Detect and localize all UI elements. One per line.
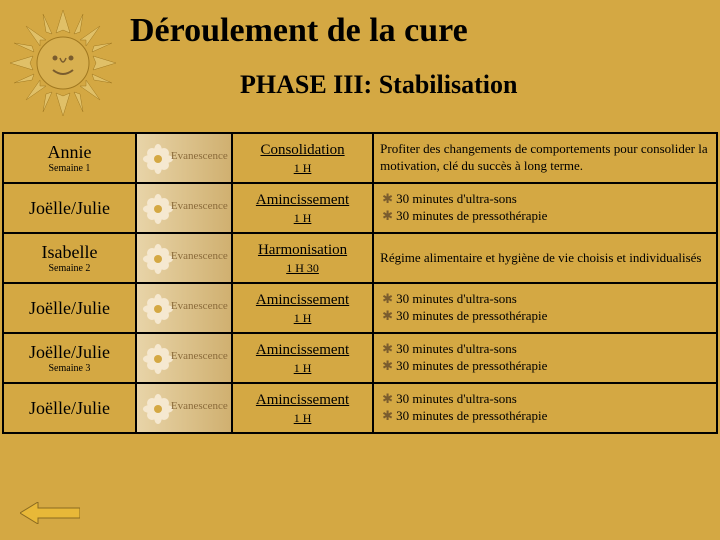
person-cell: IsabelleSemaine 2 <box>3 233 136 283</box>
session-type-cell: Amincissement 1 H <box>232 183 373 233</box>
table-row: Joëlle/Julie Evanescence Amincissement 1 … <box>3 283 717 333</box>
person-name: Isabelle <box>10 242 129 263</box>
brand-logo: Evanescence <box>137 234 231 282</box>
description-cell: Régime alimentaire et hygiène de vie cho… <box>373 233 717 283</box>
logo-cell: Evanescence <box>136 233 232 283</box>
week-label: Semaine 1 <box>10 163 129 174</box>
session-type: Amincissement <box>256 392 349 408</box>
person-name: Joëlle/Julie <box>10 298 129 319</box>
description-cell: ✱30 minutes d'ultra-sons✱30 minutes de p… <box>373 383 717 433</box>
session-type-cell: Amincissement 1 H <box>232 383 373 433</box>
brand-logo: Evanescence <box>137 184 231 232</box>
description-cell: ✱30 minutes d'ultra-sons✱30 minutes de p… <box>373 333 717 383</box>
session-type: Amincissement <box>256 292 349 308</box>
session-type-cell: Amincissement 1 H <box>232 283 373 333</box>
session-duration: 1 H <box>239 361 366 376</box>
bullet-item: ✱30 minutes de pressothérapie <box>380 308 710 325</box>
session-duration: 1 H 30 <box>239 261 366 276</box>
session-type-cell: Amincissement 1 H <box>232 333 373 383</box>
table-row: Joëlle/Julie Evanescence Amincissement 1 … <box>3 383 717 433</box>
star-icon: ✱ <box>382 391 393 406</box>
person-cell: AnnieSemaine 1 <box>3 133 136 183</box>
bullet-item: ✱30 minutes de pressothérapie <box>380 358 710 375</box>
session-type-cell: Consolidation 1 H <box>232 133 373 183</box>
session-type: Amincissement <box>256 192 349 208</box>
logo-cell: Evanescence <box>136 333 232 383</box>
description-text: Profiter des changements de comportement… <box>380 141 707 173</box>
person-name: Joëlle/Julie <box>10 342 129 363</box>
bullet-item: ✱30 minutes d'ultra-sons <box>380 341 710 358</box>
star-icon: ✱ <box>382 191 393 206</box>
schedule-table: AnnieSemaine 1 Evanescence Consolidation… <box>2 132 718 434</box>
bullet-item: ✱30 minutes de pressothérapie <box>380 408 710 425</box>
star-icon: ✱ <box>382 341 393 356</box>
session-duration: 1 H <box>239 211 366 226</box>
person-name: Joëlle/Julie <box>10 198 129 219</box>
table-row: AnnieSemaine 1 Evanescence Consolidation… <box>3 133 717 183</box>
bullet-item: ✱30 minutes d'ultra-sons <box>380 391 710 408</box>
sun-decoration <box>8 8 118 118</box>
logo-cell: Evanescence <box>136 283 232 333</box>
person-cell: Joëlle/Julie <box>3 183 136 233</box>
bullet-item: ✱30 minutes d'ultra-sons <box>380 291 710 308</box>
star-icon: ✱ <box>382 358 393 373</box>
back-arrow[interactable] <box>20 502 80 524</box>
person-cell: Joëlle/JulieSemaine 3 <box>3 333 136 383</box>
star-icon: ✱ <box>382 291 393 306</box>
logo-cell: Evanescence <box>136 133 232 183</box>
week-label: Semaine 2 <box>10 263 129 274</box>
session-type-cell: Harmonisation 1 H 30 <box>232 233 373 283</box>
table-row: Joëlle/JulieSemaine 3 Evanescence Aminci… <box>3 333 717 383</box>
week-label: Semaine 3 <box>10 363 129 374</box>
brand-logo: Evanescence <box>137 334 231 382</box>
star-icon: ✱ <box>382 308 393 323</box>
description-cell: ✱30 minutes d'ultra-sons✱30 minutes de p… <box>373 283 717 333</box>
session-duration: 1 H <box>239 161 366 176</box>
page-subtitle: PHASE III: Stabilisation <box>240 70 517 100</box>
description-cell: Profiter des changements de comportement… <box>373 133 717 183</box>
session-type: Amincissement <box>256 342 349 358</box>
person-cell: Joëlle/Julie <box>3 283 136 333</box>
bullet-item: ✱30 minutes de pressothérapie <box>380 208 710 225</box>
session-duration: 1 H <box>239 411 366 426</box>
star-icon: ✱ <box>382 408 393 423</box>
brand-logo: Evanescence <box>137 134 231 182</box>
logo-cell: Evanescence <box>136 183 232 233</box>
bullet-item: ✱30 minutes d'ultra-sons <box>380 191 710 208</box>
description-cell: ✱30 minutes d'ultra-sons✱30 minutes de p… <box>373 183 717 233</box>
brand-logo: Evanescence <box>137 284 231 332</box>
person-name: Joëlle/Julie <box>10 398 129 419</box>
person-name: Annie <box>10 142 129 163</box>
page-title: Déroulement de la cure <box>130 12 468 50</box>
session-duration: 1 H <box>239 311 366 326</box>
star-icon: ✱ <box>382 208 393 223</box>
session-type: Harmonisation <box>258 242 347 258</box>
table-row: IsabelleSemaine 2 Evanescence Harmonisat… <box>3 233 717 283</box>
person-cell: Joëlle/Julie <box>3 383 136 433</box>
description-text: Régime alimentaire et hygiène de vie cho… <box>380 250 701 265</box>
logo-cell: Evanescence <box>136 383 232 433</box>
brand-logo: Evanescence <box>137 384 231 432</box>
table-row: Joëlle/Julie Evanescence Amincissement 1 … <box>3 183 717 233</box>
session-type: Consolidation <box>260 142 344 158</box>
